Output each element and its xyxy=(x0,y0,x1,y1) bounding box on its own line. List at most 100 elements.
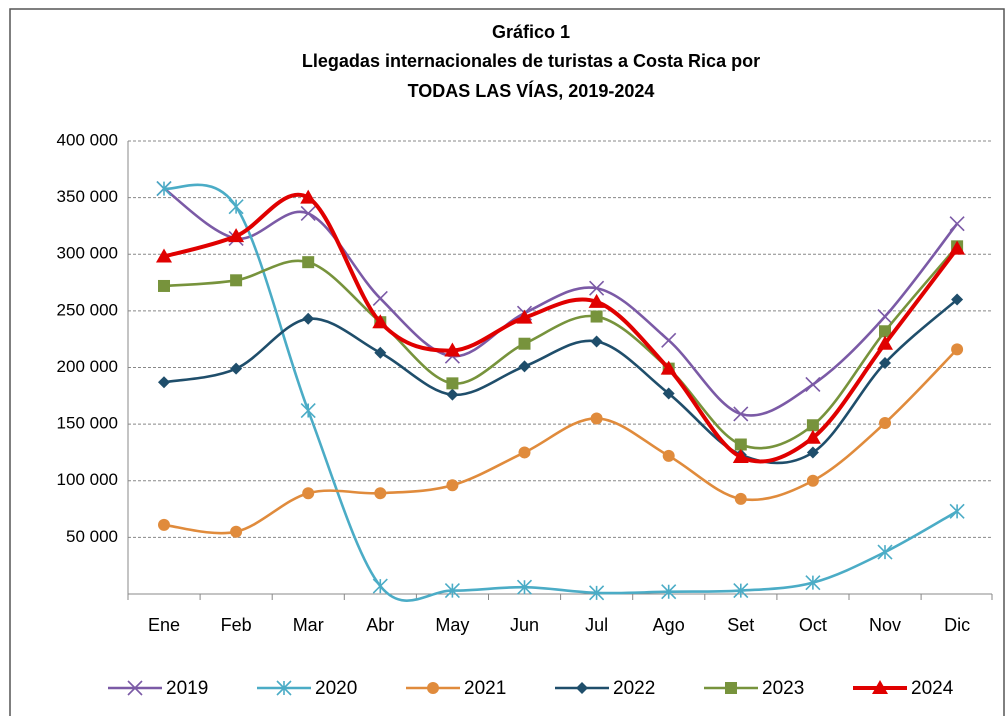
marker xyxy=(590,335,603,348)
marker xyxy=(158,279,170,292)
y-tick-label: 250 000 xyxy=(57,300,118,319)
marker xyxy=(872,680,888,694)
marker xyxy=(806,474,819,487)
x-tick-label: Mar xyxy=(293,615,324,635)
x-tick-label: Oct xyxy=(799,615,827,635)
marker xyxy=(372,578,388,594)
x-tick-label: Ago xyxy=(653,615,685,635)
x-tick-label: Dic xyxy=(944,615,970,635)
marker xyxy=(879,325,891,338)
legend-label: 2019 xyxy=(166,678,208,699)
chart-title: Gráfico 1 xyxy=(492,22,570,42)
marker xyxy=(518,360,531,373)
series-line xyxy=(163,245,959,450)
marker xyxy=(662,449,675,462)
y-tick-label: 100 000 xyxy=(57,470,118,489)
marker xyxy=(446,479,459,492)
marker xyxy=(228,199,244,215)
marker xyxy=(302,256,315,269)
marker xyxy=(949,240,966,255)
marker xyxy=(156,248,172,263)
marker xyxy=(230,274,243,287)
x-tick-label: Nov xyxy=(869,615,901,635)
marker xyxy=(300,402,316,419)
marker xyxy=(518,337,531,350)
marker xyxy=(951,293,964,306)
chart-title: TODAS LAS VÍAS, 2019-2024 xyxy=(408,80,655,101)
marker xyxy=(805,575,821,591)
marker xyxy=(806,446,819,459)
marker xyxy=(516,579,533,595)
marker xyxy=(806,419,819,432)
y-tick-label: 300 000 xyxy=(57,244,118,263)
marker xyxy=(951,343,964,356)
marker xyxy=(733,406,749,422)
x-tick-label: Ene xyxy=(148,615,180,635)
marker xyxy=(446,377,459,390)
series-line xyxy=(163,187,959,417)
marker xyxy=(949,216,965,232)
y-tick-label: 350 000 xyxy=(57,187,118,206)
marker xyxy=(734,438,747,451)
marker xyxy=(374,487,387,500)
marker xyxy=(127,680,143,696)
legend-label: 2023 xyxy=(762,678,804,699)
marker xyxy=(804,429,821,444)
marker xyxy=(660,360,677,375)
marker xyxy=(949,503,965,519)
y-tick-label: 400 000 xyxy=(57,130,118,149)
marker xyxy=(158,376,170,389)
marker xyxy=(589,280,605,296)
marker xyxy=(879,416,891,429)
x-tick-label: Feb xyxy=(221,615,252,635)
x-tick-label: Jul xyxy=(585,615,608,635)
marker xyxy=(300,189,317,204)
series-line xyxy=(163,348,959,535)
marker xyxy=(446,388,459,401)
marker xyxy=(374,346,387,359)
marker xyxy=(877,335,893,350)
marker xyxy=(372,290,388,306)
marker xyxy=(661,332,677,348)
x-tick-label: Jun xyxy=(510,615,539,635)
marker xyxy=(590,310,603,323)
legend-label: 2022 xyxy=(613,678,655,699)
series-line xyxy=(163,183,958,602)
marker xyxy=(805,376,821,393)
legend-label: 2020 xyxy=(315,678,357,699)
marker xyxy=(877,544,893,560)
marker xyxy=(516,309,533,324)
marker xyxy=(230,525,243,538)
marker xyxy=(276,680,292,696)
marker xyxy=(518,446,531,459)
legend-label: 2021 xyxy=(464,678,506,699)
x-tick-label: May xyxy=(435,615,469,635)
marker xyxy=(302,487,315,500)
marker xyxy=(302,312,315,325)
marker xyxy=(372,314,389,329)
marker xyxy=(589,585,605,601)
marker xyxy=(879,356,891,369)
marker xyxy=(877,308,893,325)
x-tick-label: Abr xyxy=(366,615,394,635)
chart-frame xyxy=(9,8,1005,716)
marker xyxy=(661,584,677,600)
marker xyxy=(228,228,245,243)
y-tick-label: 150 000 xyxy=(57,414,118,433)
marker xyxy=(427,682,439,694)
marker xyxy=(732,448,749,463)
chart-title: Llegadas internacionales de turistas a C… xyxy=(302,51,760,71)
marker xyxy=(725,682,737,694)
marker xyxy=(733,583,749,599)
marker xyxy=(156,180,172,197)
marker xyxy=(734,492,747,505)
y-tick-label: 200 000 xyxy=(57,357,118,376)
x-tick-label: Set xyxy=(727,615,754,635)
marker xyxy=(230,362,243,375)
series-line xyxy=(163,192,959,464)
marker xyxy=(300,205,316,222)
y-tick-label: 50 000 xyxy=(66,527,118,546)
marker xyxy=(588,293,605,308)
marker xyxy=(576,682,588,694)
